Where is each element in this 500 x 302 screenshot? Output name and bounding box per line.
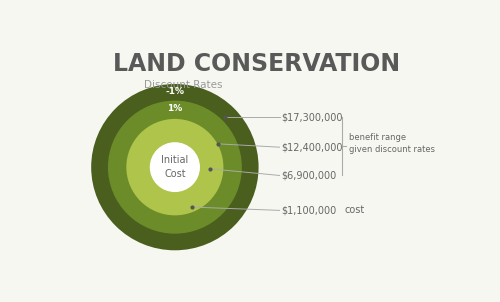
Text: $12,400,000: $12,400,000 (281, 142, 342, 152)
Text: cost: cost (344, 205, 365, 215)
Circle shape (126, 119, 224, 215)
Text: Discount Rates: Discount Rates (144, 80, 222, 90)
Circle shape (150, 142, 200, 192)
Text: -1%: -1% (166, 87, 184, 96)
Text: $1,100,000: $1,100,000 (281, 205, 336, 215)
Text: benefit range
given discount rates: benefit range given discount rates (349, 133, 435, 154)
Text: Initial
Cost: Initial Cost (161, 155, 188, 179)
Text: 5%: 5% (166, 143, 184, 153)
Text: LAND CONSERVATION: LAND CONSERVATION (112, 52, 400, 76)
Text: $17,300,000: $17,300,000 (281, 112, 342, 122)
Text: $6,900,000: $6,900,000 (281, 170, 336, 181)
Circle shape (91, 84, 258, 250)
Text: 1%: 1% (167, 104, 182, 113)
Circle shape (108, 101, 242, 234)
